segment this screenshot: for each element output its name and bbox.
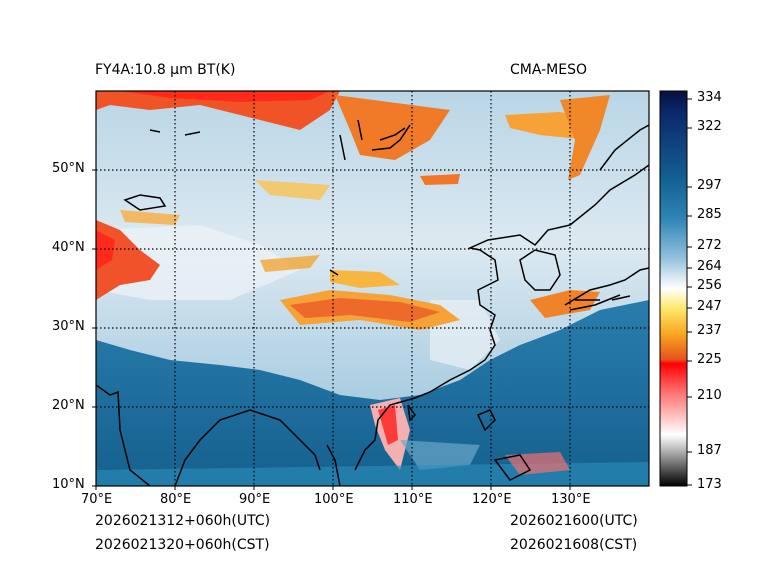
model-title: CMA-MESO [510, 62, 588, 78]
lon-label: 90°E [239, 492, 271, 507]
lon-label: 70°E [81, 492, 113, 507]
lat-label: 40°N [52, 240, 85, 255]
graticule [96, 91, 649, 486]
lon-label: 130°E [551, 492, 591, 507]
colorbar [659, 90, 688, 487]
cbar-label: 237 [697, 323, 722, 338]
cbar-label: 297 [697, 178, 722, 193]
lat-label: 50°N [52, 161, 85, 176]
lon-label: 120°E [472, 492, 512, 507]
lat-label: 30°N [52, 319, 85, 334]
cbar-label: 187 [697, 443, 722, 458]
cbar-label: 264 [697, 259, 722, 274]
init-time-utc: 2026021312+060h(UTC) [95, 513, 271, 529]
satellite-image [96, 91, 649, 486]
init-time-cst: 2026021320+060h(CST) [95, 537, 270, 553]
cbar-label: 334 [697, 90, 722, 105]
map-frame [95, 90, 650, 487]
colorbar-ticks [687, 98, 692, 486]
cbar-label: 210 [697, 388, 722, 403]
lat-label: 10°N [52, 477, 85, 492]
lat-label: 20°N [52, 398, 85, 413]
coastlines [96, 119, 649, 486]
product-title: FY4A:10.8 µm BT(K) [95, 62, 236, 78]
cbar-label: 322 [697, 119, 722, 134]
cbar-label: 173 [697, 477, 722, 492]
cbar-label: 272 [697, 238, 722, 253]
valid-time-utc: 2026021600(UTC) [510, 513, 638, 529]
cbar-label: 225 [697, 352, 722, 367]
lon-label: 100°E [314, 492, 354, 507]
cbar-label: 256 [697, 278, 722, 293]
valid-time-cst: 2026021608(CST) [510, 537, 638, 553]
lon-label: 80°E [160, 492, 192, 507]
cbar-label: 285 [697, 207, 722, 222]
cbar-label: 247 [697, 299, 722, 314]
lon-label: 110°E [393, 492, 433, 507]
